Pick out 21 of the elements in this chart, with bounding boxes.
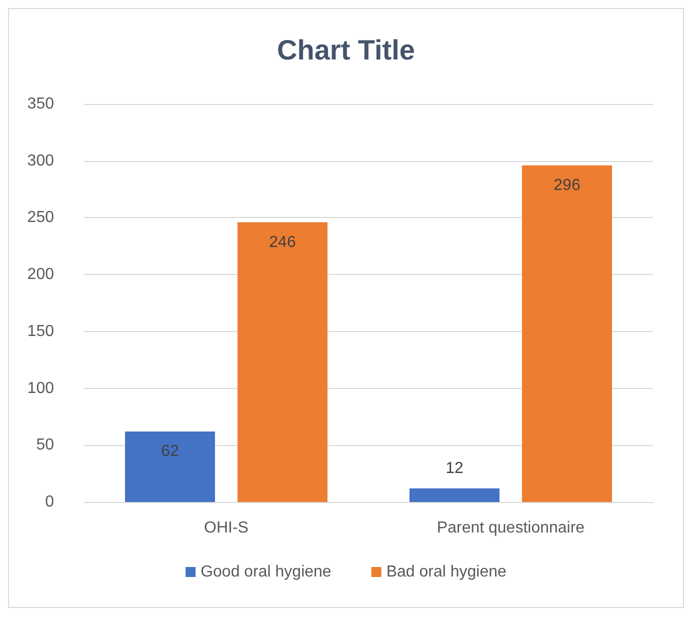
y-tick-label: 300	[27, 152, 54, 170]
legend-label: Good oral hygiene	[200, 564, 332, 580]
legend-label: Bad oral hygiene	[386, 564, 507, 580]
bar	[125, 431, 215, 502]
y-tick-label: 200	[27, 266, 54, 284]
bar	[410, 488, 500, 502]
chart-title: Chart Title	[277, 34, 415, 66]
data-label: 62	[161, 442, 179, 460]
x-tick-label: OHI-S	[204, 520, 248, 536]
y-tick-label: 100	[27, 380, 54, 397]
y-tick-label: 350	[27, 96, 54, 112]
y-tick-label: 0	[45, 494, 54, 510]
bar	[238, 222, 328, 502]
y-tick-label: 250	[27, 209, 54, 226]
y-tick-label: 50	[36, 436, 54, 454]
y-tick-label: 150	[27, 322, 54, 340]
x-tick-label: Parent questionnaire	[436, 520, 585, 536]
bar	[522, 165, 612, 502]
data-label: 296	[554, 176, 580, 194]
data-label: 12	[446, 460, 464, 477]
data-label: 246	[269, 234, 296, 251]
